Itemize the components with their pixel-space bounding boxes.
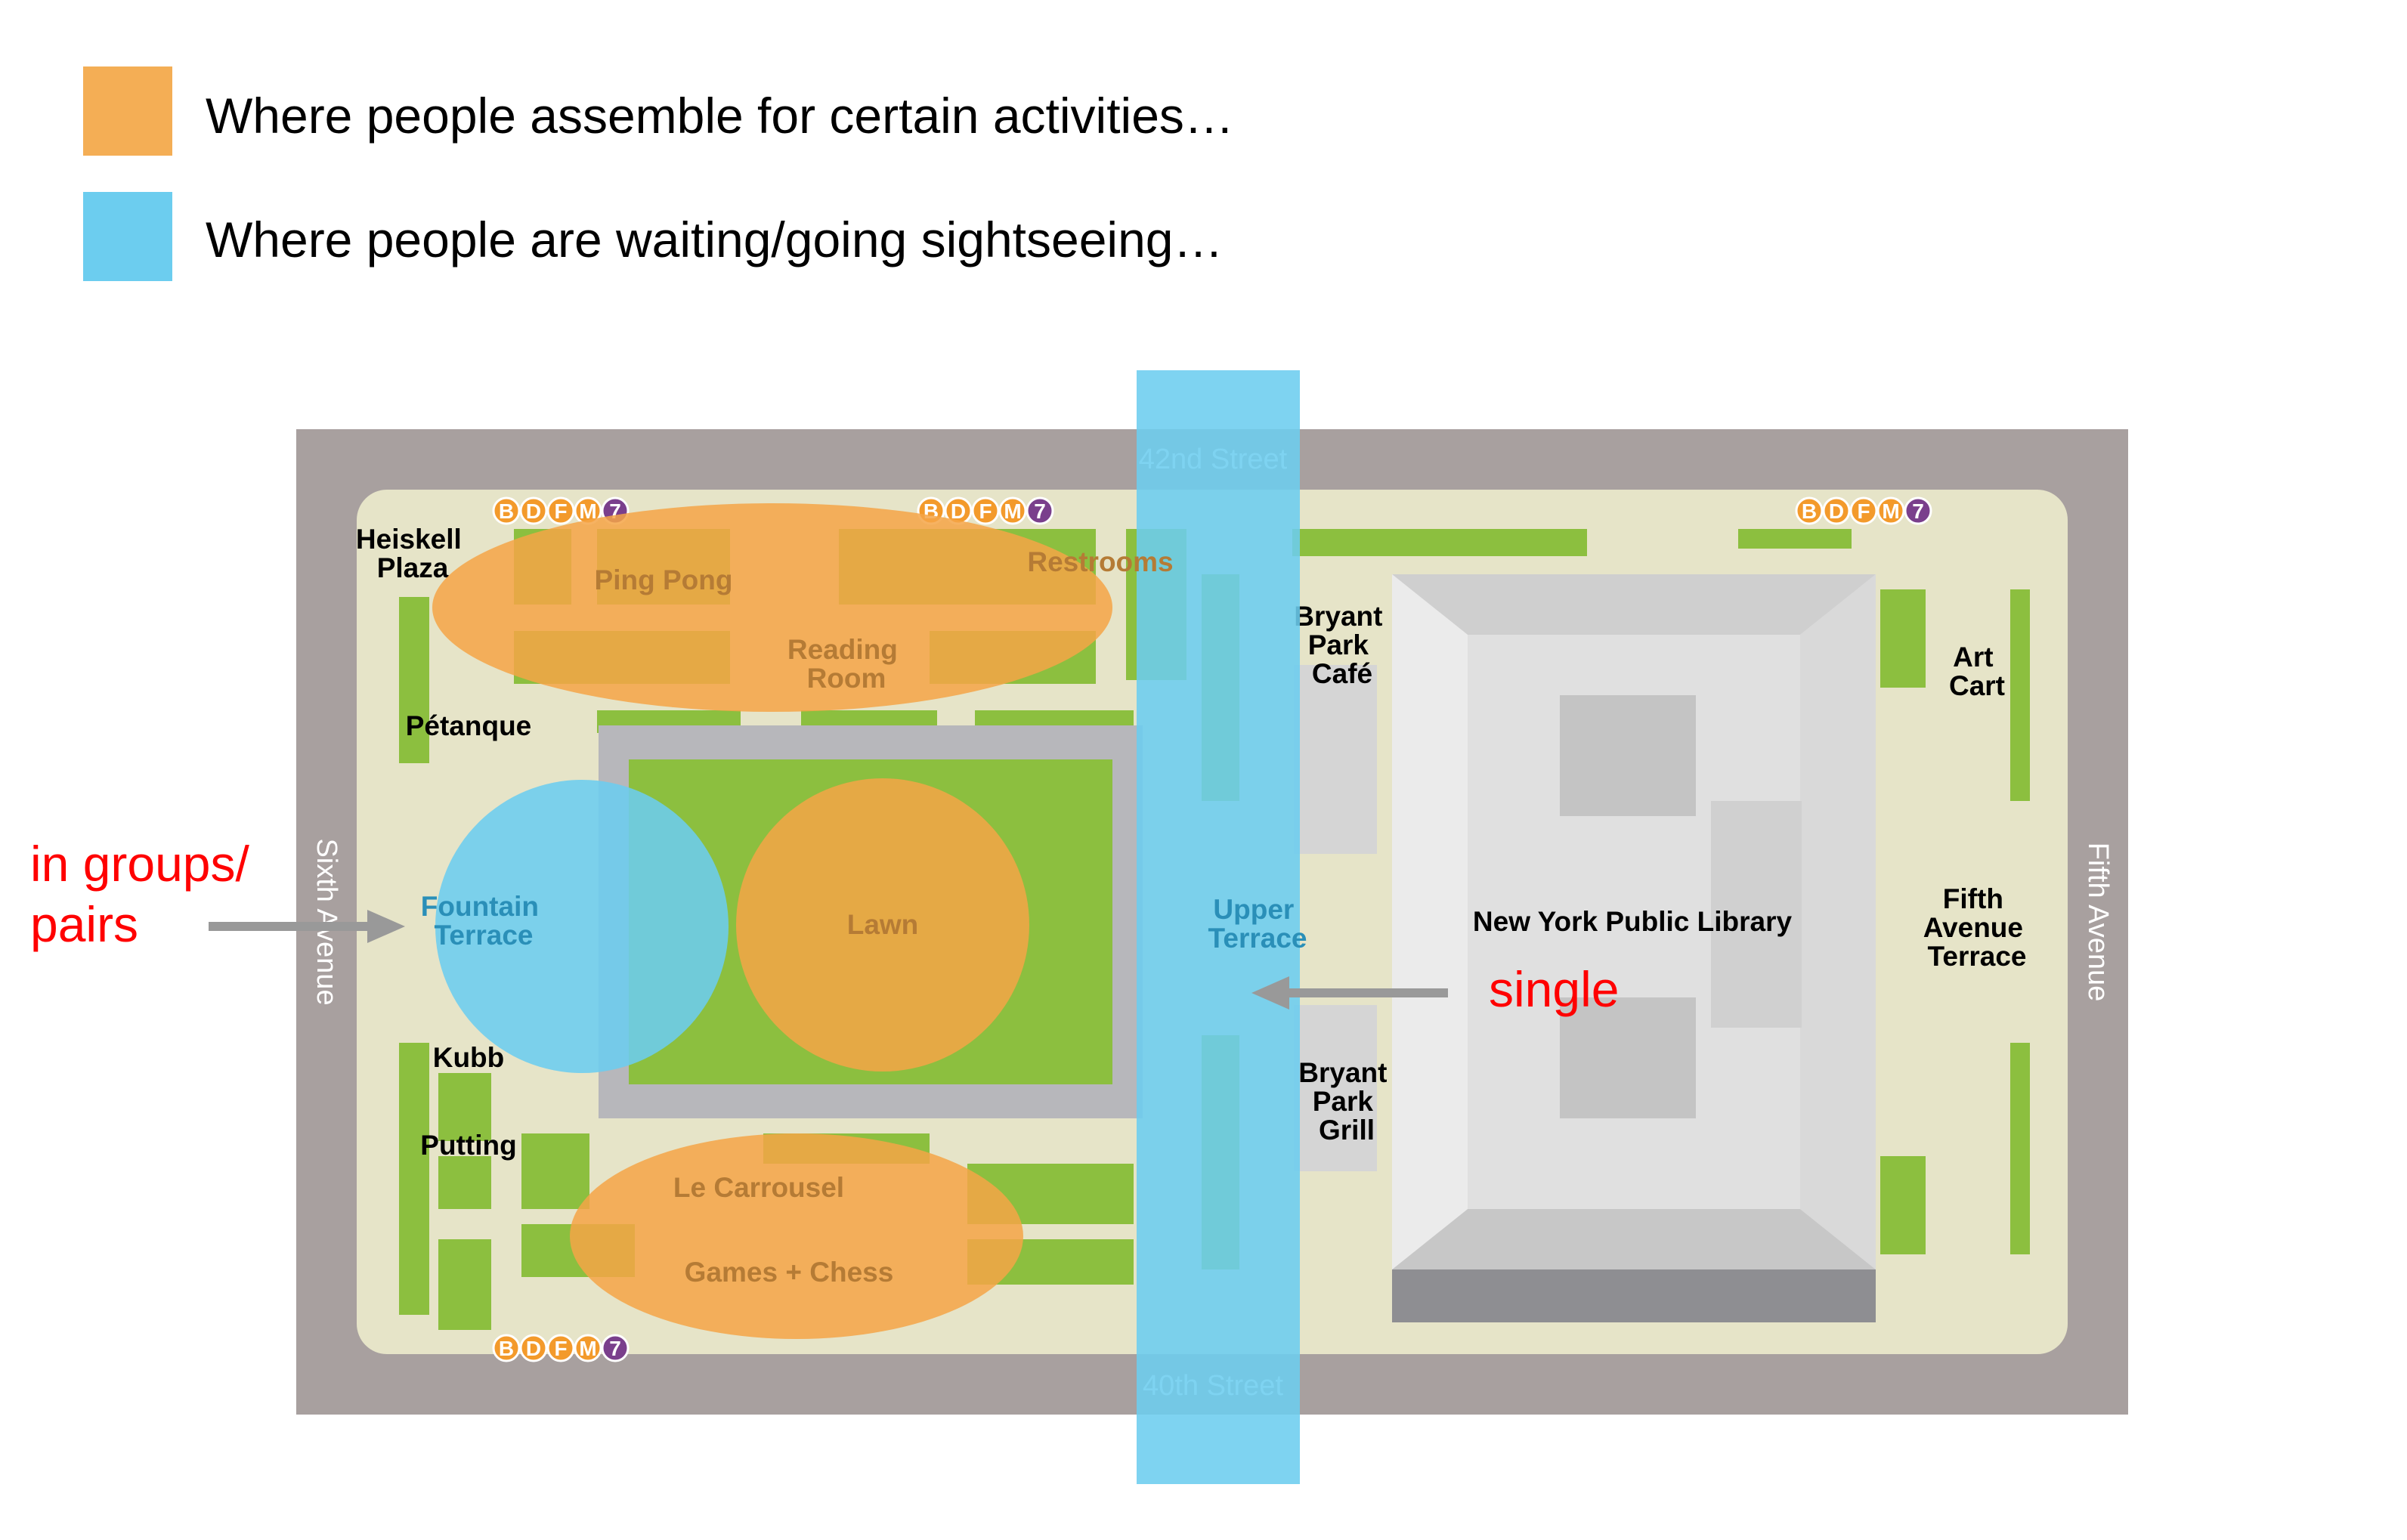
legend-label-waiting: Where people are waiting/going sightseei… xyxy=(206,212,1224,267)
subway-badge-letter: B xyxy=(1802,499,1817,523)
grass-bed xyxy=(1880,589,1926,688)
grass-bed xyxy=(1292,529,1587,556)
subway-badge-letter: D xyxy=(1829,499,1844,523)
subway-badge-letter: 7 xyxy=(1034,499,1046,523)
grass-bed xyxy=(521,1133,589,1209)
subway-badge-M xyxy=(574,1334,602,1362)
label-upper-terrace: Upper Terrace xyxy=(1208,894,1307,954)
subway-badge-B xyxy=(492,1334,521,1362)
subway-badge-letter: M xyxy=(1882,499,1899,523)
subway-badge-D xyxy=(1822,496,1851,525)
subway-badge-B xyxy=(1795,496,1824,525)
subway-badge-F xyxy=(1849,496,1878,525)
label-heiskell-plaza: Heiskell Plaza xyxy=(356,524,469,583)
library-courtyard xyxy=(1560,695,1696,816)
legend-label-assemble: Where people assemble for certain activi… xyxy=(206,88,1234,144)
grill-building xyxy=(1294,1005,1377,1171)
grass-bed xyxy=(438,1156,491,1209)
subway-badge-7 xyxy=(1026,496,1054,525)
grass-bed xyxy=(1738,529,1852,549)
subway-badge-letter: 7 xyxy=(609,1337,621,1360)
subway-badge-letter: 7 xyxy=(1912,499,1924,523)
subway-badge-F xyxy=(971,496,1000,525)
grass-bed xyxy=(399,1043,429,1315)
activity-zones xyxy=(432,370,1300,1484)
arrow-single-head xyxy=(1251,976,1289,1010)
legend-swatch-orange xyxy=(83,66,172,156)
label-fifth-avenue-terrace: Fifth Avenue Terrace xyxy=(1923,883,2031,972)
grass-bed xyxy=(438,1073,491,1141)
grass-bed xyxy=(1880,1156,1926,1254)
subway-badge-letter: F xyxy=(554,499,567,523)
label-bryant-park-cafe: Bryant Park Café xyxy=(1294,601,1390,689)
note-in-groups: in groups/ xyxy=(30,836,250,892)
label-reading-room: Reading Room xyxy=(787,634,905,694)
subway-badge-letter: B xyxy=(499,1337,514,1360)
subway-badge-letter: M xyxy=(579,499,596,523)
library-roof-hip xyxy=(1392,1209,1876,1269)
subway-badge-letter: F xyxy=(1857,499,1870,523)
note-pairs: pairs xyxy=(30,896,138,952)
note-single: single xyxy=(1489,961,1619,1017)
grass-bed xyxy=(2010,1043,2030,1254)
label-games-chess: Games + Chess xyxy=(685,1257,894,1288)
label-petanque: Pétanque xyxy=(406,710,532,741)
grass-bed xyxy=(2010,589,2030,801)
orange-zone-carrousel-games xyxy=(570,1133,1023,1339)
subway-badge-letter: M xyxy=(1004,499,1021,523)
label-lawn: Lawn xyxy=(847,909,919,940)
arrow-groups-head xyxy=(367,910,405,943)
subway-badge-letter: B xyxy=(499,499,514,523)
subway-badge-letter: D xyxy=(951,499,966,523)
subway-badge-7 xyxy=(1904,496,1932,525)
subway-badge-M xyxy=(1876,496,1905,525)
library-roof-hip xyxy=(1392,574,1468,1269)
subway-badge-letter: F xyxy=(979,499,992,523)
cafe-building xyxy=(1294,665,1377,854)
subway-badge-letter: D xyxy=(526,1337,541,1360)
legend: Where people assemble for certain activi… xyxy=(83,66,1234,281)
subway-badge-F xyxy=(546,496,575,525)
zone-labels: Ping Pong Reading Room Restrooms Fountai… xyxy=(421,546,1307,1288)
subway-badge-letter: D xyxy=(526,499,541,523)
subway-badge-F xyxy=(546,1334,575,1362)
subway-badge-7 xyxy=(601,1334,630,1362)
label-fountain-terrace: Fountain Terrace xyxy=(421,891,546,951)
label-bryant-park-grill: Bryant Park Grill xyxy=(1298,1057,1394,1146)
library-roof-hip xyxy=(1392,574,1876,635)
subway-badge-letter: F xyxy=(554,1337,567,1360)
subway-badge-D xyxy=(519,496,548,525)
label-kubb: Kubb xyxy=(433,1042,505,1073)
orange-zone-lawn xyxy=(736,778,1029,1072)
label-art-cart: Art Cart xyxy=(1949,642,2005,701)
subway-badge-B xyxy=(492,496,521,525)
subway-badge-letter: M xyxy=(579,1337,596,1360)
blue-zone-fountain-terrace xyxy=(435,780,729,1073)
library-roof-hip xyxy=(1800,574,1876,1269)
blue-zone-walkway xyxy=(1137,370,1300,1484)
label-putting: Putting xyxy=(420,1130,516,1161)
annotations: in groups/ pairs single xyxy=(30,836,1619,1017)
library-wing xyxy=(1711,801,1802,1028)
label-library: New York Public Library xyxy=(1473,906,1793,937)
label-le-carrousel: Le Carrousel xyxy=(673,1172,844,1203)
place-labels: Heiskell Plaza Pétanque Kubb Putting Bry… xyxy=(356,524,2031,1161)
legend-swatch-blue xyxy=(83,192,172,281)
label-restrooms: Restrooms xyxy=(1027,546,1173,577)
grass-bed xyxy=(399,597,429,763)
street-label-east: Fifth Avenue xyxy=(2082,843,2114,1002)
orange-zone-ping-pong-reading-room xyxy=(432,503,1112,712)
subway-badge-M xyxy=(998,496,1027,525)
label-ping-pong: Ping Pong xyxy=(595,564,733,595)
library-courtyard xyxy=(1560,997,1696,1118)
grass-bed xyxy=(438,1239,491,1330)
grass-beds-west xyxy=(399,597,491,1330)
subway-badge-D xyxy=(519,1334,548,1362)
